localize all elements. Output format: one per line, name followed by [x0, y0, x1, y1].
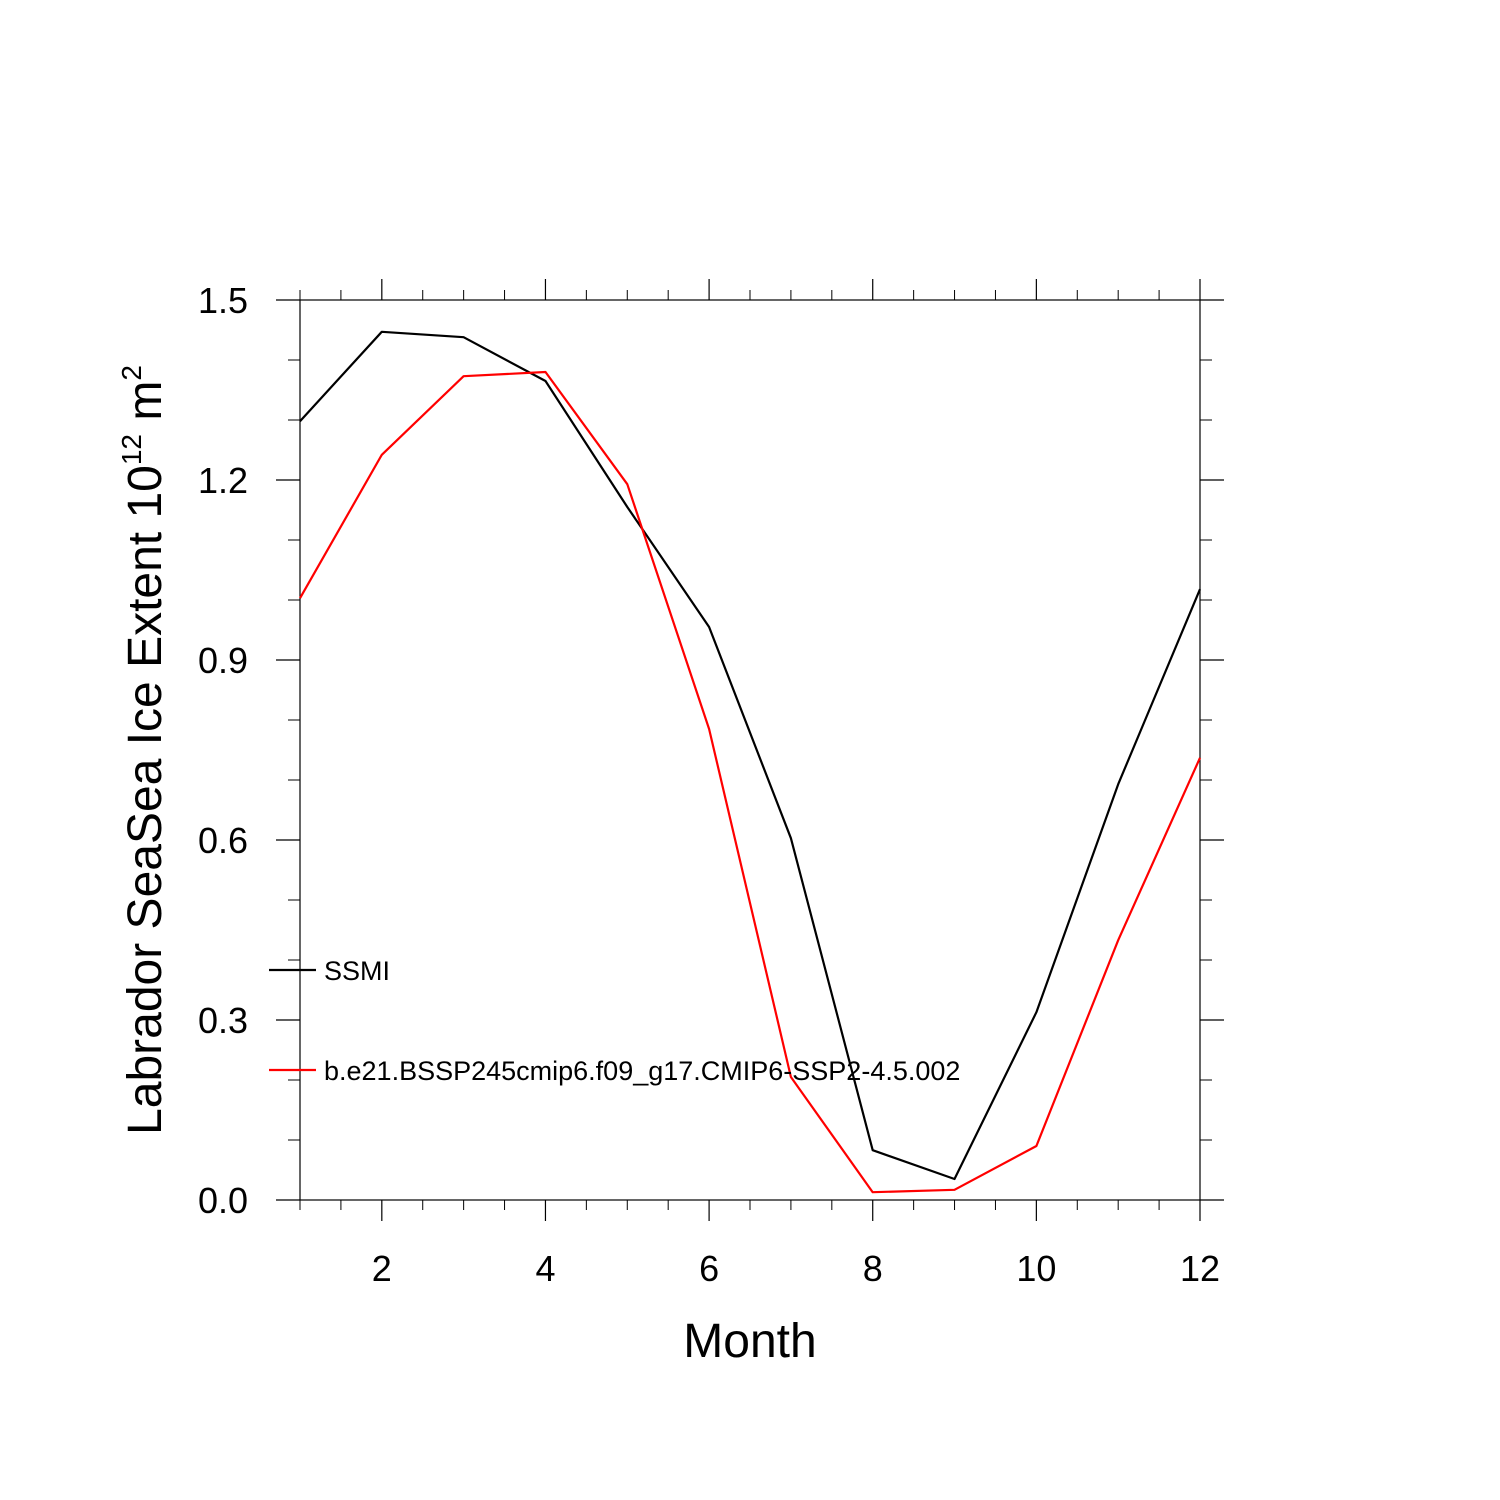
y-axis-title-exponent: 12 [116, 434, 147, 465]
legend-label-1: SSMI [324, 956, 390, 986]
legend-label-2: b.e21.BSSP245cmip6.f09_g17.CMIP6-SSP2-4.… [324, 1056, 960, 1086]
x-tick-label: 4 [535, 1248, 555, 1289]
series-lines [299, 330, 1202, 1194]
y-tick-label: 0.0 [198, 1180, 248, 1221]
x-tick-label: 10 [1016, 1248, 1056, 1289]
minor-ticks [288, 290, 1212, 1210]
major-ticks [276, 279, 1224, 1221]
x-tick-label: 2 [372, 1248, 392, 1289]
x-tick-label: 8 [863, 1248, 883, 1289]
series-line-2 [299, 370, 1202, 1194]
y-tick-label: 0.6 [198, 820, 248, 861]
y-tick-label: 1.2 [198, 460, 248, 501]
y-tick-label: 1.5 [198, 280, 248, 321]
x-axis-title: Month [683, 1315, 816, 1368]
y-tick-label: 0.9 [198, 640, 248, 681]
y-axis-title: Labrador SeaSea Ice Extent 1012 m2 [116, 365, 172, 1135]
x-tick-label: 12 [1180, 1248, 1220, 1289]
x-tick-labels: 2 4 6 8 10 12 [372, 1248, 1220, 1289]
y-axis-title-main: Labrador SeaSea Ice Extent 10 [119, 465, 172, 1135]
x-tick-label: 6 [699, 1248, 719, 1289]
y-tick-labels: 0.0 0.3 0.6 0.9 1.2 1.5 [198, 280, 248, 1221]
y-axis-title-unit: m [119, 381, 172, 434]
y-axis-title-unit-exponent: 2 [116, 365, 147, 381]
y-tick-label: 0.3 [198, 1000, 248, 1041]
series-line-1 [299, 330, 1202, 1181]
legend: SSMI b.e21.BSSP245cmip6.f09_g17.CMIP6-SSP… [269, 956, 960, 1086]
plot-frame [299, 299, 1201, 1201]
